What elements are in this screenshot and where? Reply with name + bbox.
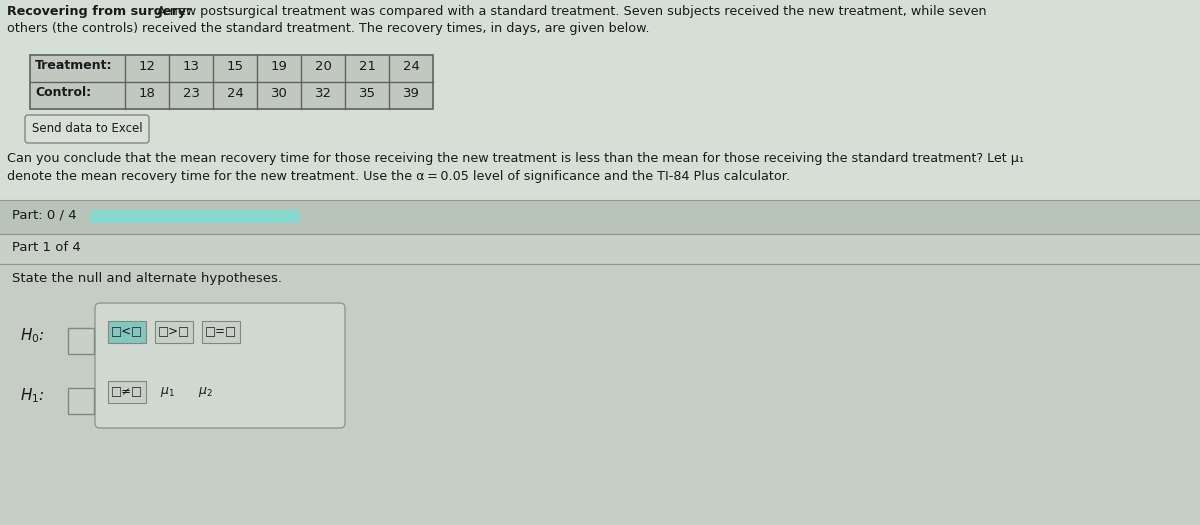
Bar bbox=[90, 210, 300, 223]
Text: 18: 18 bbox=[138, 87, 156, 100]
FancyBboxPatch shape bbox=[25, 115, 149, 143]
Bar bbox=[0, 234, 1200, 264]
Bar bbox=[68, 388, 94, 414]
Text: □>□: □>□ bbox=[158, 326, 190, 339]
Text: 32: 32 bbox=[314, 87, 331, 100]
Bar bbox=[68, 328, 94, 354]
Bar bbox=[155, 321, 193, 343]
Bar bbox=[108, 381, 146, 403]
Text: $H_1$:: $H_1$: bbox=[20, 386, 44, 405]
Text: A new postsurgical treatment was compared with a standard treatment. Seven subje: A new postsurgical treatment was compare… bbox=[154, 5, 986, 18]
Bar bbox=[30, 55, 433, 109]
Text: 13: 13 bbox=[182, 60, 199, 73]
Text: 30: 30 bbox=[270, 87, 288, 100]
Text: Treatment:: Treatment: bbox=[35, 59, 113, 72]
Text: denote the mean recovery time for the new treatment. Use the α = 0.05 level of s: denote the mean recovery time for the ne… bbox=[7, 170, 790, 183]
Text: 21: 21 bbox=[359, 60, 376, 73]
Text: 20: 20 bbox=[314, 60, 331, 73]
Bar bbox=[202, 321, 240, 343]
Text: Send data to Excel: Send data to Excel bbox=[31, 122, 143, 135]
Bar bbox=[0, 0, 1200, 175]
Text: Part 1 of 4: Part 1 of 4 bbox=[12, 241, 80, 254]
Text: 15: 15 bbox=[227, 60, 244, 73]
Text: 35: 35 bbox=[359, 87, 376, 100]
Bar bbox=[108, 321, 146, 343]
Text: 19: 19 bbox=[270, 60, 288, 73]
Text: □≠□: □≠□ bbox=[110, 385, 143, 398]
Text: 39: 39 bbox=[402, 87, 420, 100]
Text: $\mu_1$: $\mu_1$ bbox=[160, 385, 175, 399]
Text: 12: 12 bbox=[138, 60, 156, 73]
Text: others (the controls) received the standard treatment. The recovery times, in da: others (the controls) received the stand… bbox=[7, 22, 649, 35]
Text: Control:: Control: bbox=[35, 86, 91, 99]
Text: 23: 23 bbox=[182, 87, 199, 100]
Text: 24: 24 bbox=[227, 87, 244, 100]
Text: □=□: □=□ bbox=[205, 326, 238, 339]
Text: Part: 0 / 4: Part: 0 / 4 bbox=[12, 208, 77, 221]
Text: □<□: □<□ bbox=[110, 326, 143, 339]
Text: State the null and alternate hypotheses.: State the null and alternate hypotheses. bbox=[12, 272, 282, 285]
FancyBboxPatch shape bbox=[95, 303, 346, 428]
Text: Can you conclude that the mean recovery time for those receiving the new treatme: Can you conclude that the mean recovery … bbox=[7, 152, 1024, 165]
Text: $H_0$:: $H_0$: bbox=[20, 326, 44, 345]
Text: $\mu_2$: $\mu_2$ bbox=[198, 385, 212, 399]
Text: 24: 24 bbox=[402, 60, 420, 73]
Bar bbox=[30, 55, 433, 109]
Bar bbox=[0, 264, 1200, 525]
Bar bbox=[0, 200, 1200, 234]
Text: Recovering from surgery:: Recovering from surgery: bbox=[7, 5, 191, 18]
